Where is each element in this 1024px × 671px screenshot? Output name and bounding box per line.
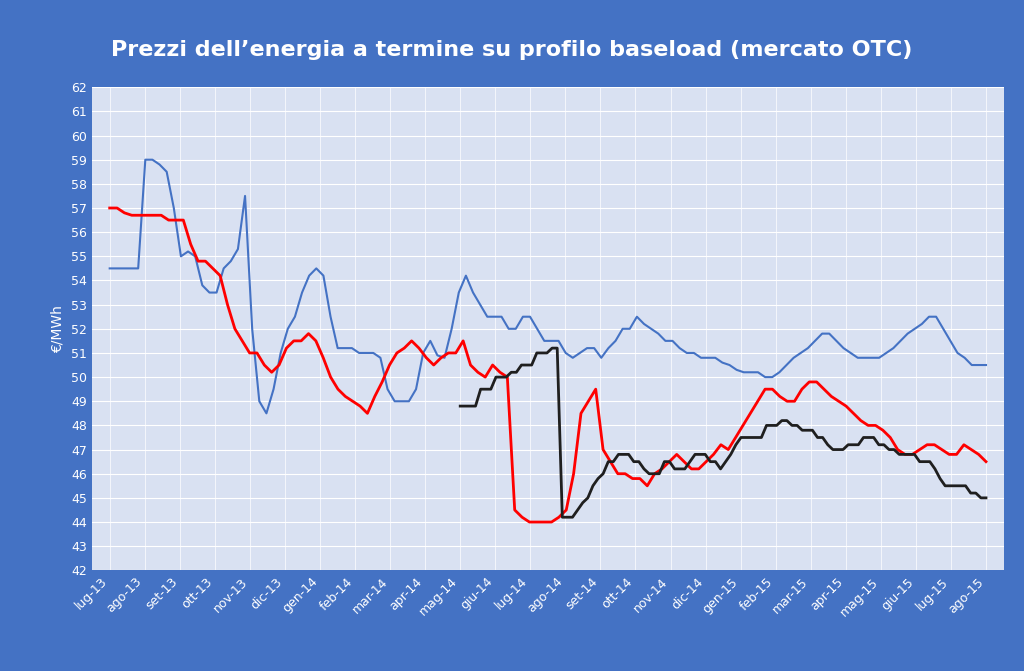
Y-axis label: €/MWh: €/MWh — [50, 305, 65, 353]
Text: Prezzi dell’energia a termine su profilo baseload (mercato OTC): Prezzi dell’energia a termine su profilo… — [112, 40, 912, 60]
